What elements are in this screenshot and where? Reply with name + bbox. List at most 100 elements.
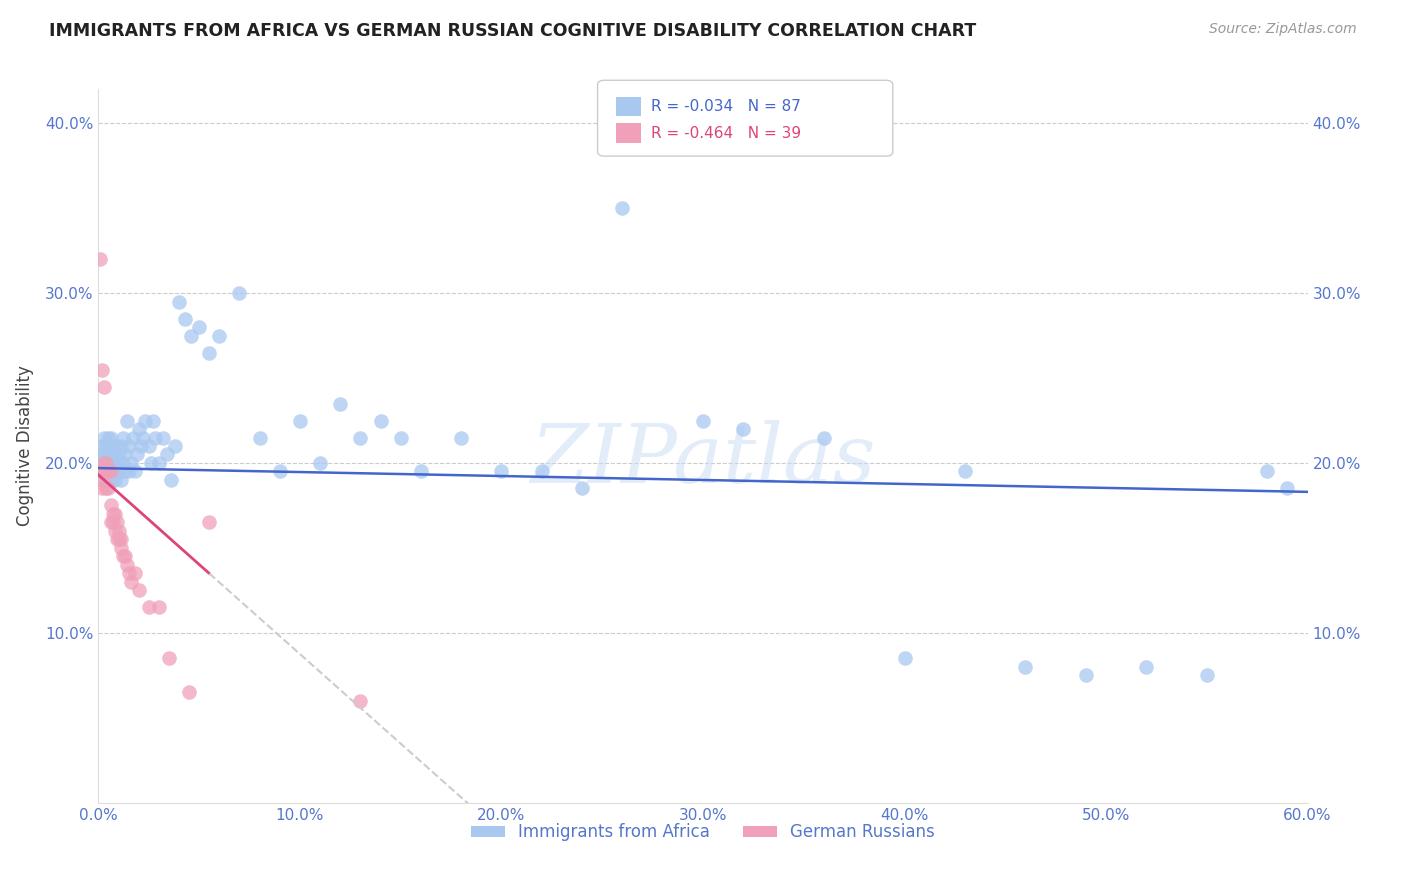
Point xyxy=(129,439,152,453)
Point xyxy=(105,456,128,470)
Point xyxy=(1135,660,1157,674)
Point xyxy=(107,533,129,547)
Point xyxy=(96,473,118,487)
Point xyxy=(121,430,143,444)
Point xyxy=(93,448,115,462)
Point xyxy=(97,430,120,444)
Point xyxy=(450,430,472,444)
Point xyxy=(101,465,124,479)
Point xyxy=(124,566,146,581)
Point xyxy=(1277,482,1299,496)
Point xyxy=(139,456,162,470)
Point xyxy=(105,533,128,547)
Point xyxy=(91,448,114,462)
Point xyxy=(530,465,553,479)
Point xyxy=(91,362,114,376)
Point xyxy=(100,430,122,444)
Point xyxy=(107,524,129,538)
Point xyxy=(100,516,122,530)
Legend: Immigrants from Africa, German Russians: Immigrants from Africa, German Russians xyxy=(465,817,941,848)
Point xyxy=(118,566,141,581)
Point xyxy=(96,482,118,496)
Point xyxy=(93,456,115,470)
Point xyxy=(100,473,122,487)
Point xyxy=(118,439,141,453)
Point xyxy=(96,439,118,453)
Point xyxy=(138,439,160,453)
Point xyxy=(89,465,111,479)
Point xyxy=(142,413,165,427)
Point xyxy=(96,465,118,479)
Point xyxy=(96,456,118,470)
Y-axis label: Cognitive Disability: Cognitive Disability xyxy=(15,366,34,526)
Point xyxy=(91,473,114,487)
Point xyxy=(148,456,170,470)
Point xyxy=(174,311,197,326)
Point xyxy=(179,685,201,699)
Point xyxy=(93,379,115,393)
Point xyxy=(953,465,976,479)
Point xyxy=(103,507,125,521)
Point xyxy=(120,456,142,470)
Point xyxy=(101,456,124,470)
Text: IMMIGRANTS FROM AFRICA VS GERMAN RUSSIAN COGNITIVE DISABILITY CORRELATION CHART: IMMIGRANTS FROM AFRICA VS GERMAN RUSSIAN… xyxy=(49,22,976,40)
Point xyxy=(97,465,120,479)
Point xyxy=(1014,660,1036,674)
Point xyxy=(143,430,166,444)
Point xyxy=(125,448,148,462)
Point xyxy=(89,465,111,479)
Point xyxy=(107,448,129,462)
Point xyxy=(157,651,180,665)
Point xyxy=(111,456,134,470)
Text: R = -0.034   N = 87: R = -0.034 N = 87 xyxy=(651,99,801,114)
Point xyxy=(167,294,190,309)
Point xyxy=(105,516,128,530)
Point xyxy=(188,320,211,334)
Point xyxy=(198,345,221,359)
Point xyxy=(148,600,170,615)
Text: R = -0.464   N = 39: R = -0.464 N = 39 xyxy=(651,126,801,141)
Point xyxy=(97,482,120,496)
Point xyxy=(114,465,136,479)
Point xyxy=(93,465,115,479)
Point xyxy=(93,465,115,479)
Point xyxy=(228,286,250,301)
Point xyxy=(349,694,371,708)
Point xyxy=(118,465,141,479)
Point xyxy=(91,482,114,496)
Point xyxy=(249,430,271,444)
Point xyxy=(97,448,120,462)
Point xyxy=(389,430,412,444)
Point xyxy=(110,541,132,555)
Point xyxy=(612,201,634,215)
Point xyxy=(349,430,371,444)
Point xyxy=(1074,668,1097,682)
Point xyxy=(329,396,352,410)
Point xyxy=(103,473,125,487)
Point xyxy=(208,328,231,343)
Point xyxy=(105,439,128,453)
Point xyxy=(107,465,129,479)
Point xyxy=(692,413,714,427)
Point xyxy=(111,430,134,444)
Point xyxy=(96,456,118,470)
Point xyxy=(101,507,124,521)
Point xyxy=(93,430,115,444)
Point xyxy=(100,499,122,513)
Point xyxy=(128,422,150,436)
Point xyxy=(813,430,835,444)
Point xyxy=(163,439,186,453)
Text: Source: ZipAtlas.com: Source: ZipAtlas.com xyxy=(1209,22,1357,37)
Point xyxy=(114,549,136,564)
Point xyxy=(103,524,125,538)
Point xyxy=(370,413,392,427)
Point xyxy=(124,465,146,479)
Point xyxy=(160,473,183,487)
Point xyxy=(114,448,136,462)
Point xyxy=(132,430,155,444)
Point xyxy=(152,430,174,444)
Point xyxy=(103,448,125,462)
Point xyxy=(115,558,138,572)
Point xyxy=(101,439,124,453)
Point xyxy=(198,516,221,530)
